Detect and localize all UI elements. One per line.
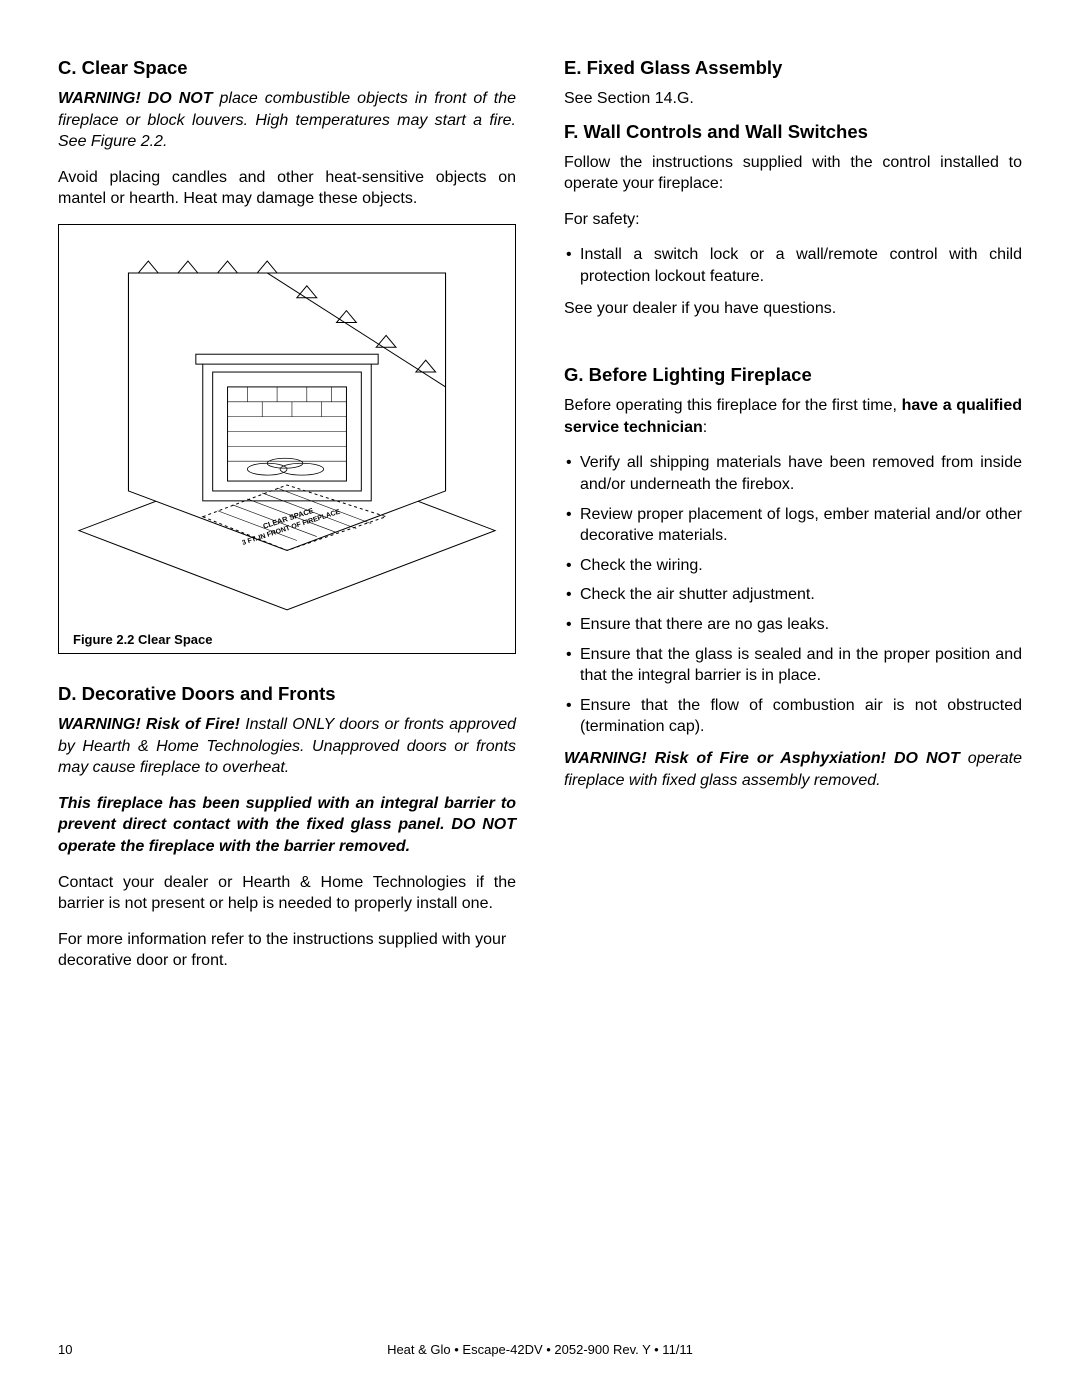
warning-g-lead: WARNING! Risk of Fire or Asphyxiation! D…	[564, 750, 960, 767]
bullet-f1: Install a switch lock or a wall/remote c…	[564, 244, 1022, 287]
heading-e: E. Fixed Glass Assembly	[564, 56, 1022, 80]
bullets-g: Verify all shipping materials have been …	[564, 452, 1022, 738]
warning-c-lead: WARNING! DO NOT	[58, 90, 212, 107]
two-column-layout: C. Clear Space WARNING! DO NOT place com…	[58, 56, 1022, 986]
bullet-g1: Verify all shipping materials have been …	[564, 452, 1022, 495]
paragraph-d1: Contact your dealer or Hearth & Home Tec…	[58, 872, 516, 915]
bullet-g3: Check the wiring.	[564, 555, 1022, 577]
spacer	[564, 333, 1022, 363]
bullets-f: Install a switch lock or a wall/remote c…	[564, 244, 1022, 287]
bullet-g5: Ensure that there are no gas leaks.	[564, 614, 1022, 636]
page-footer: 10 Heat & Glo • Escape-42DV • 2052-900 R…	[0, 1342, 1080, 1357]
heading-d: D. Decorative Doors and Fronts	[58, 682, 516, 706]
warning-g: WARNING! Risk of Fire or Asphyxiation! D…	[564, 748, 1022, 791]
paragraph-f3: See your dealer if you have questions.	[564, 298, 1022, 320]
paragraph-d2: For more information refer to the instru…	[58, 929, 516, 972]
paragraph-f2: For safety:	[564, 209, 1022, 231]
g-intro-a: Before operating this fireplace for the …	[564, 397, 902, 414]
clear-space-diagram: CLEAR SPACE 3 FT. IN FRONT OF FIREPLACE	[69, 235, 505, 628]
bullet-g7: Ensure that the flow of combustion air i…	[564, 695, 1022, 738]
document-page: C. Clear Space WARNING! DO NOT place com…	[0, 0, 1080, 1397]
warning-d: WARNING! Risk of Fire! Install ONLY door…	[58, 714, 516, 779]
g-intro-c: :	[703, 419, 707, 436]
bold-paragraph-d: This fireplace has been supplied with an…	[58, 793, 516, 858]
heading-g: G. Before Lighting Fireplace	[564, 363, 1022, 387]
bullet-g6: Ensure that the glass is sealed and in t…	[564, 644, 1022, 687]
bullet-g2: Review proper placement of logs, ember m…	[564, 504, 1022, 547]
figure-caption: Figure 2.2 Clear Space	[69, 632, 505, 647]
paragraph-e1: See Section 14.G.	[564, 88, 1022, 110]
bullet-g4: Check the air shutter adjustment.	[564, 584, 1022, 606]
right-column: E. Fixed Glass Assembly See Section 14.G…	[564, 56, 1022, 986]
warning-d-lead: WARNING! Risk of Fire!	[58, 716, 240, 733]
page-number: 10	[58, 1342, 72, 1357]
heading-f: F. Wall Controls and Wall Switches	[564, 120, 1022, 144]
figure-2-2: CLEAR SPACE 3 FT. IN FRONT OF FIREPLACE …	[58, 224, 516, 654]
paragraph-g-intro: Before operating this fireplace for the …	[564, 395, 1022, 438]
paragraph-f1: Follow the instructions supplied with th…	[564, 152, 1022, 195]
heading-c: C. Clear Space	[58, 56, 516, 80]
left-column: C. Clear Space WARNING! DO NOT place com…	[58, 56, 516, 986]
warning-c: WARNING! DO NOT place combustible object…	[58, 88, 516, 153]
footer-text: Heat & Glo • Escape-42DV • 2052-900 Rev.…	[387, 1342, 693, 1357]
paragraph-c1: Avoid placing candles and other heat-sen…	[58, 167, 516, 210]
